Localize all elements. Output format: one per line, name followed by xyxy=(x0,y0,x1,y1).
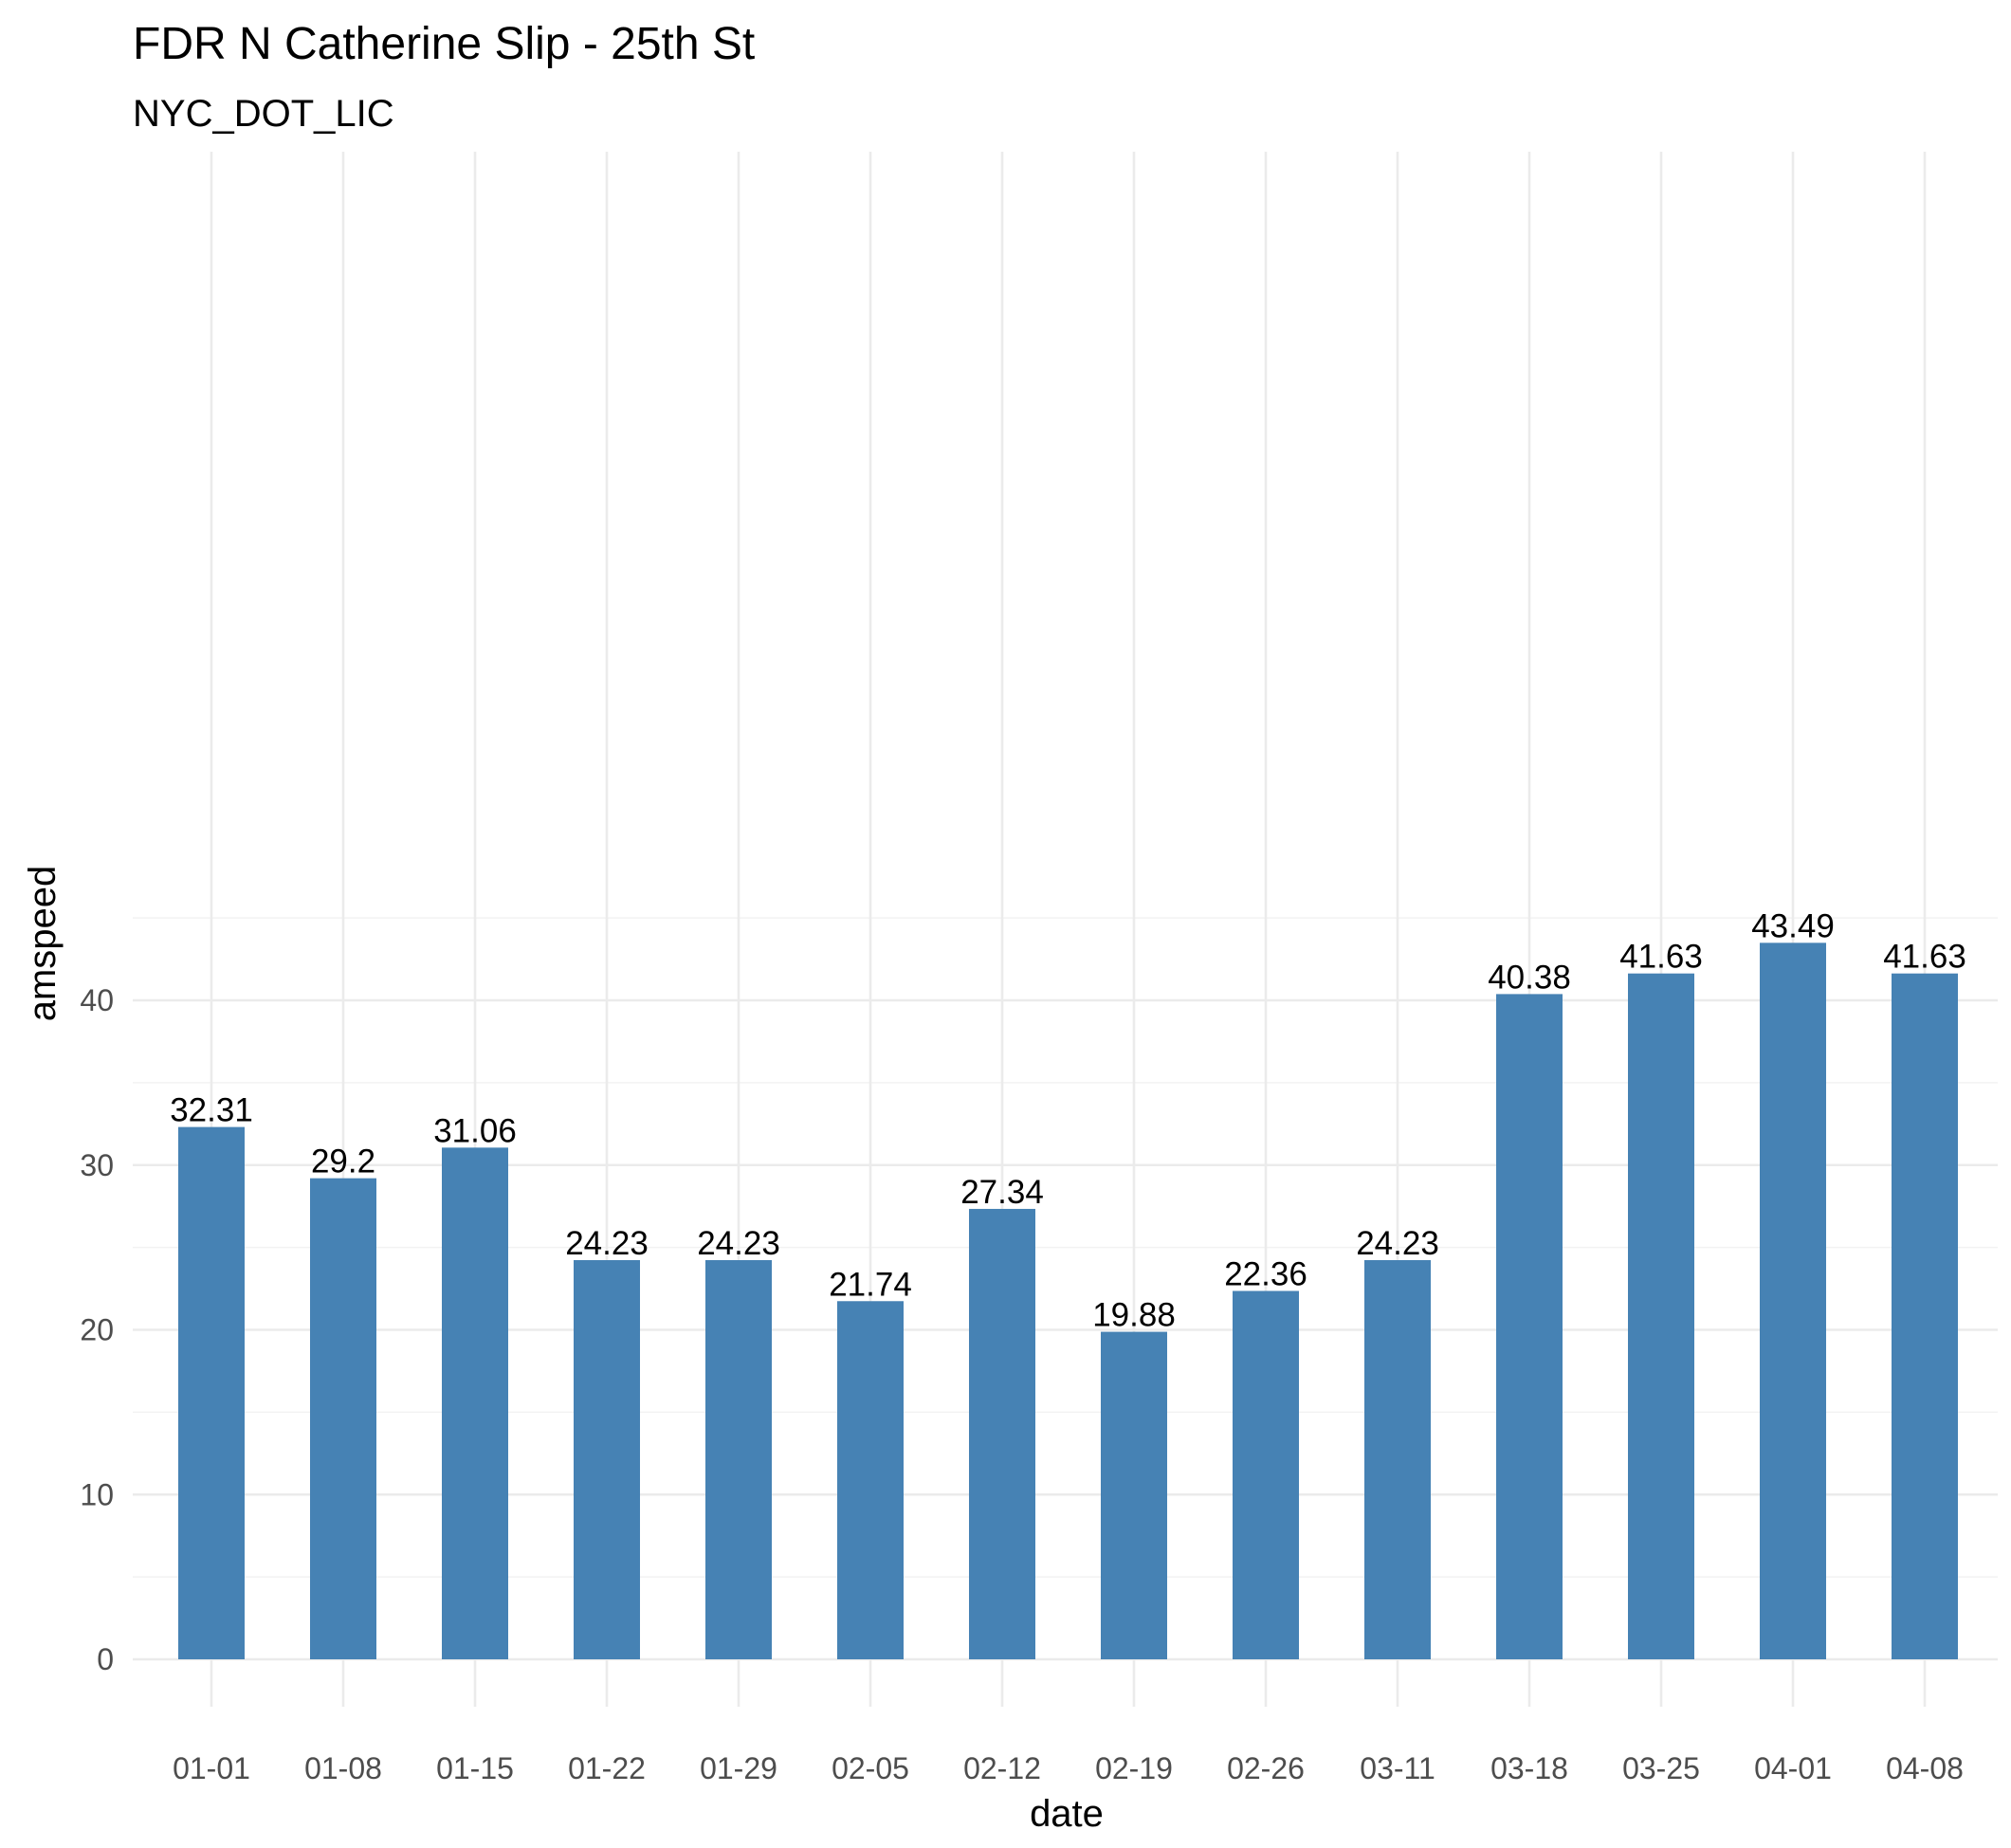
data-label-03-18: 40.38 xyxy=(1488,959,1571,996)
data-label-01-15: 31.06 xyxy=(433,1112,517,1149)
bar-01-01 xyxy=(178,1126,245,1659)
bar-02-26 xyxy=(1233,1290,1299,1659)
x-axis-ticks: 01-01 01-08 01-15 01-22 01-29 02-05 02-12 02-19… xyxy=(173,1751,1964,1785)
data-label-04-01: 43.49 xyxy=(1751,907,1835,944)
y-axis-ticks: 0 10 20 30 40 xyxy=(80,983,114,1676)
data-label-02-19: 19.88 xyxy=(1092,1297,1176,1334)
x-tick-label-01-22: 01-22 xyxy=(568,1751,646,1785)
bar-03-11 xyxy=(1364,1260,1431,1659)
y-tick-label-4: 40 xyxy=(80,983,114,1017)
bar-03-18 xyxy=(1496,994,1563,1659)
x-tick-label-02-26: 02-26 xyxy=(1227,1751,1305,1785)
x-tick-label-04-08: 04-08 xyxy=(1886,1751,1964,1785)
x-tick-label-03-18: 03-18 xyxy=(1490,1751,1568,1785)
x-tick-label-01-15: 01-15 xyxy=(436,1751,514,1785)
data-label-03-11: 24.23 xyxy=(1356,1225,1439,1262)
x-tick-label-01-08: 01-08 xyxy=(304,1751,382,1785)
data-label-02-12: 27.34 xyxy=(960,1174,1044,1211)
x-tick-label-01-01: 01-01 xyxy=(173,1751,250,1785)
y-tick-label-1: 10 xyxy=(80,1477,114,1511)
y-tick-label-3: 30 xyxy=(80,1148,114,1182)
bar-03-25 xyxy=(1628,973,1694,1659)
bars xyxy=(178,942,1958,1659)
x-tick-label-02-19: 02-19 xyxy=(1095,1751,1173,1785)
data-label-02-05: 21.74 xyxy=(829,1266,912,1303)
data-label-01-29: 24.23 xyxy=(697,1225,780,1262)
x-tick-label-03-11: 03-11 xyxy=(1360,1751,1435,1785)
bar-04-01 xyxy=(1760,942,1826,1659)
y-axis-title: amspeed xyxy=(22,866,64,1022)
y-tick-label-0: 0 xyxy=(97,1642,114,1676)
bar-02-19 xyxy=(1101,1331,1167,1659)
bar-01-08 xyxy=(310,1178,376,1659)
data-label-04-08: 41.63 xyxy=(1883,939,1966,976)
bar-04-08 xyxy=(1892,973,1958,1659)
x-tick-label-02-05: 02-05 xyxy=(832,1751,909,1785)
chart-title: FDR N Catherine Slip - 25th St xyxy=(133,19,755,69)
bar-01-15 xyxy=(442,1147,508,1659)
data-label-03-25: 41.63 xyxy=(1619,939,1703,976)
bar-02-12 xyxy=(969,1208,1035,1659)
data-labels: 32.31 29.2 31.06 24.23 24.23 21.74 27.34 19.88 2… xyxy=(170,907,1966,1333)
grid xyxy=(133,152,1998,1707)
data-label-01-01: 32.31 xyxy=(170,1092,253,1129)
bar-01-29 xyxy=(705,1260,772,1659)
bar-02-05 xyxy=(837,1301,904,1659)
x-tick-label-03-25: 03-25 xyxy=(1622,1751,1700,1785)
data-label-01-08: 29.2 xyxy=(311,1144,375,1180)
x-tick-label-04-01: 04-01 xyxy=(1754,1751,1832,1785)
x-tick-label-01-29: 01-29 xyxy=(700,1751,777,1785)
x-tick-label-02-12: 02-12 xyxy=(963,1751,1041,1785)
x-axis-title: date xyxy=(1030,1793,1104,1835)
data-label-01-22: 24.23 xyxy=(565,1225,649,1262)
data-label-02-26: 22.36 xyxy=(1224,1255,1307,1292)
bar-01-22 xyxy=(574,1260,640,1659)
y-tick-label-2: 20 xyxy=(80,1313,114,1347)
chart-subtitle: NYC_DOT_LIC xyxy=(133,93,394,135)
